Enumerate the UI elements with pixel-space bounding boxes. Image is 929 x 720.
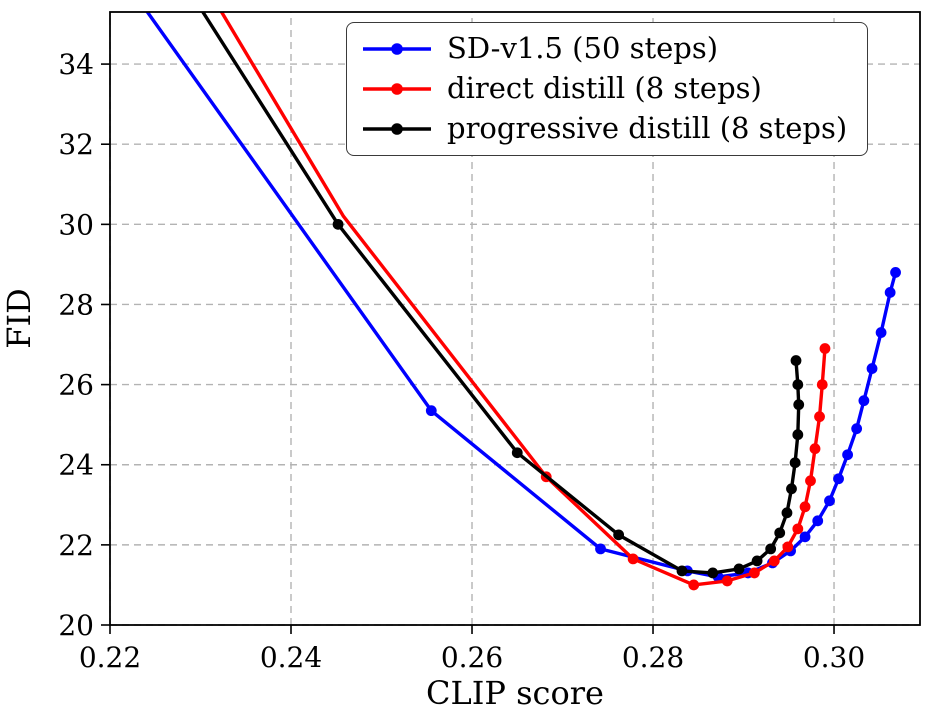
svg-text:28: 28 bbox=[58, 288, 94, 321]
svg-text:0.24: 0.24 bbox=[260, 641, 322, 674]
svg-text:32: 32 bbox=[58, 128, 94, 161]
legend-item-direct-distill: direct distill (8 steps) bbox=[361, 70, 847, 105]
legend-line-dot-swatch bbox=[363, 122, 431, 135]
svg-text:30: 30 bbox=[58, 208, 94, 241]
svg-text:26: 26 bbox=[58, 369, 94, 402]
svg-text:0.30: 0.30 bbox=[803, 641, 865, 674]
svg-text:24: 24 bbox=[58, 449, 94, 482]
svg-text:22: 22 bbox=[58, 529, 94, 562]
svg-text:34: 34 bbox=[58, 48, 94, 81]
svg-text:FID: FID bbox=[0, 288, 38, 349]
legend-line-dot-swatch bbox=[363, 43, 431, 55]
svg-text:0.28: 0.28 bbox=[622, 641, 684, 674]
chart-legend: SD-v1.5 (50 steps) direct distill (8 ste… bbox=[346, 22, 869, 156]
svg-text:0.26: 0.26 bbox=[441, 641, 503, 674]
svg-text:0.22: 0.22 bbox=[79, 641, 141, 674]
svg-text:CLIP score: CLIP score bbox=[426, 674, 604, 712]
legend-item-progressive-distill: progressive distill (8 steps) bbox=[361, 110, 848, 145]
legend-item-sd-v1-5: SD-v1.5 (50 steps) bbox=[361, 31, 847, 65]
legend-label: SD-v1.5 (50 steps) bbox=[447, 31, 719, 65]
legend-label: direct distill (8 steps) bbox=[447, 70, 762, 105]
svg-text:20: 20 bbox=[58, 609, 94, 642]
legend-line-dot-swatch bbox=[363, 83, 431, 95]
legend-label: progressive distill (8 steps) bbox=[447, 110, 848, 145]
